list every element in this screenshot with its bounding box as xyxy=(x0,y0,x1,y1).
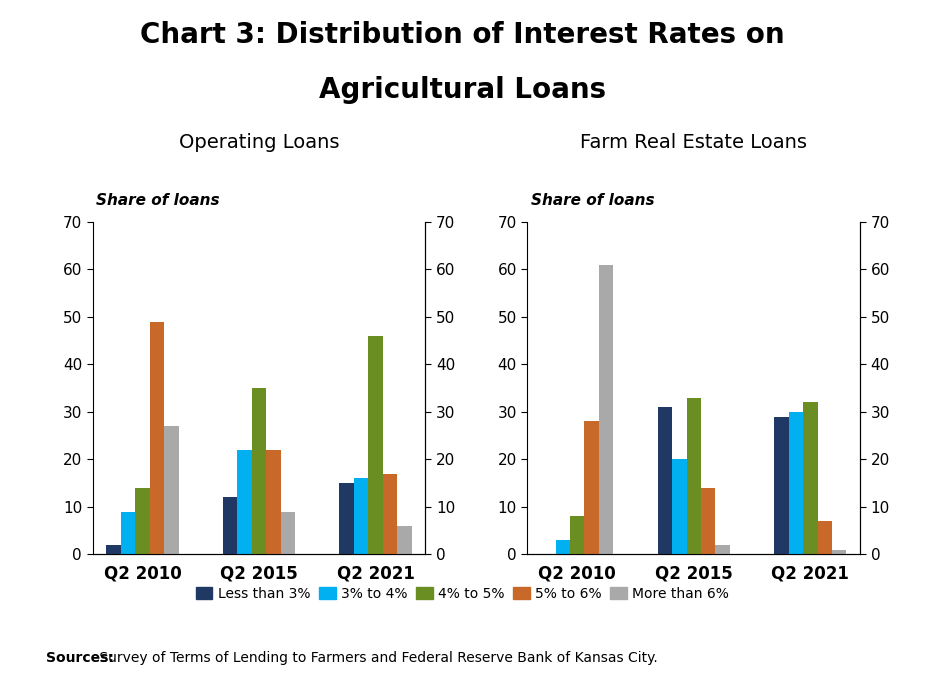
Bar xyxy=(774,416,789,554)
Bar xyxy=(339,483,354,554)
Bar xyxy=(150,322,164,554)
Text: Agricultural Loans: Agricultural Loans xyxy=(319,76,606,104)
Text: Operating Loans: Operating Loans xyxy=(179,134,339,152)
Legend: Less than 3%, 3% to 4%, 4% to 5%, 5% to 6%, More than 6%: Less than 3%, 3% to 4%, 4% to 5%, 5% to … xyxy=(191,581,734,606)
Bar xyxy=(280,511,295,554)
Bar xyxy=(832,550,846,554)
Text: Farm Real Estate Loans: Farm Real Estate Loans xyxy=(580,134,808,152)
Text: Share of loans: Share of loans xyxy=(531,193,654,209)
Bar xyxy=(701,488,715,554)
Bar xyxy=(223,498,238,554)
Bar xyxy=(818,521,832,554)
Bar xyxy=(266,450,280,554)
Text: Survey of Terms of Lending to Farmers and Federal Reserve Bank of Kansas City.: Survey of Terms of Lending to Farmers an… xyxy=(95,651,658,665)
Bar xyxy=(368,336,383,554)
Bar xyxy=(135,488,150,554)
Bar xyxy=(789,412,803,554)
Bar xyxy=(715,545,730,554)
Bar xyxy=(121,511,135,554)
Bar xyxy=(556,540,570,554)
Bar xyxy=(570,516,585,554)
Bar xyxy=(672,459,686,554)
Bar xyxy=(354,478,368,554)
Bar xyxy=(164,426,179,554)
Bar xyxy=(252,388,266,554)
Bar xyxy=(803,403,818,554)
Bar xyxy=(238,450,252,554)
Bar xyxy=(383,473,397,554)
Bar xyxy=(106,545,121,554)
Text: Sources:: Sources: xyxy=(46,651,114,665)
Bar xyxy=(686,398,701,554)
Bar xyxy=(585,421,598,554)
Bar xyxy=(397,526,412,554)
Text: Chart 3: Distribution of Interest Rates on: Chart 3: Distribution of Interest Rates … xyxy=(141,21,784,49)
Bar xyxy=(658,407,672,554)
Text: Share of loans: Share of loans xyxy=(96,193,219,209)
Bar xyxy=(598,265,613,554)
